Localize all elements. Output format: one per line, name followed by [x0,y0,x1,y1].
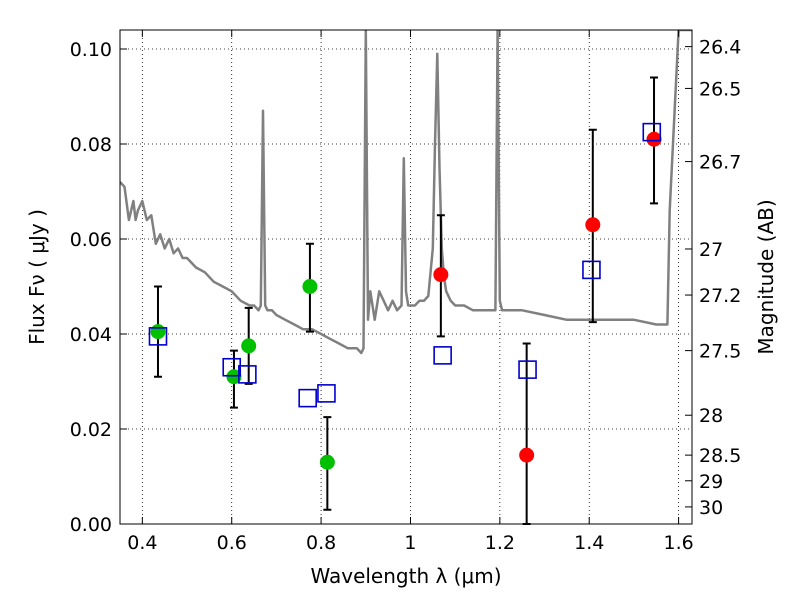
model-spectrum [120,30,692,355]
y-tick-label: 0.08 [70,134,112,156]
data-point-square [148,327,168,346]
right-tick-label: 29 [699,471,723,493]
x-tick-label: 0.8 [306,532,336,554]
data-point-square [317,384,336,403]
data-point-square [518,360,537,379]
right-tick-label: 26.7 [699,152,741,174]
y-tick-label: 0.02 [70,419,112,441]
x-tick-label: 1.2 [485,532,515,554]
right-axis-label: Magnitude (AB) [754,199,778,354]
right-tick-label: 28.5 [699,445,741,467]
y-tick-label: 0.06 [70,229,112,251]
right-tick-label: 28 [699,405,723,427]
axis-ticks: 0.4 0.6 0.8 1 1.2 1.4 1.6 0.00 0.02 0.04 0.06 0.08 0… [70,30,741,554]
x-tick-label: 0.6 [217,532,247,554]
x-tick-label: 1.6 [663,532,693,554]
data-point [150,324,166,340]
y-tick-label: 0.04 [70,324,112,346]
data-point [519,447,535,463]
model-spectrum-line [120,30,692,355]
right-tick-label: 30 [699,497,723,519]
data-point-square [298,388,317,408]
data-point [646,131,662,147]
data-point [433,267,449,283]
data-points [148,122,662,470]
x-axis-label: Wavelength λ (μm) [310,564,501,588]
y-tick-label: 0.00 [70,514,112,536]
y-axis-label: Flux Fν ( μJy ) [25,209,49,345]
data-point-square [433,346,452,365]
data-point-square [642,122,662,142]
data-point [585,217,601,233]
right-tick-label: 27.5 [699,341,741,363]
right-tick-label: 26.5 [699,78,741,100]
data-point [226,369,242,385]
data-point-square [222,357,242,377]
data-point-square [582,260,601,280]
right-tick-label: 27 [699,239,723,261]
y-tick-label: 0.10 [70,39,112,61]
data-point-square [238,365,257,384]
x-tick-label: 0.4 [127,532,157,554]
x-tick-label: 1 [404,532,416,554]
x-tick-label: 1.4 [574,532,604,554]
right-tick-label: 27.2 [699,285,741,307]
data-point [302,279,318,294]
data-point [241,338,257,354]
plot-frame [119,29,693,525]
data-point [319,454,335,470]
right-tick-label: 26.4 [699,37,741,59]
